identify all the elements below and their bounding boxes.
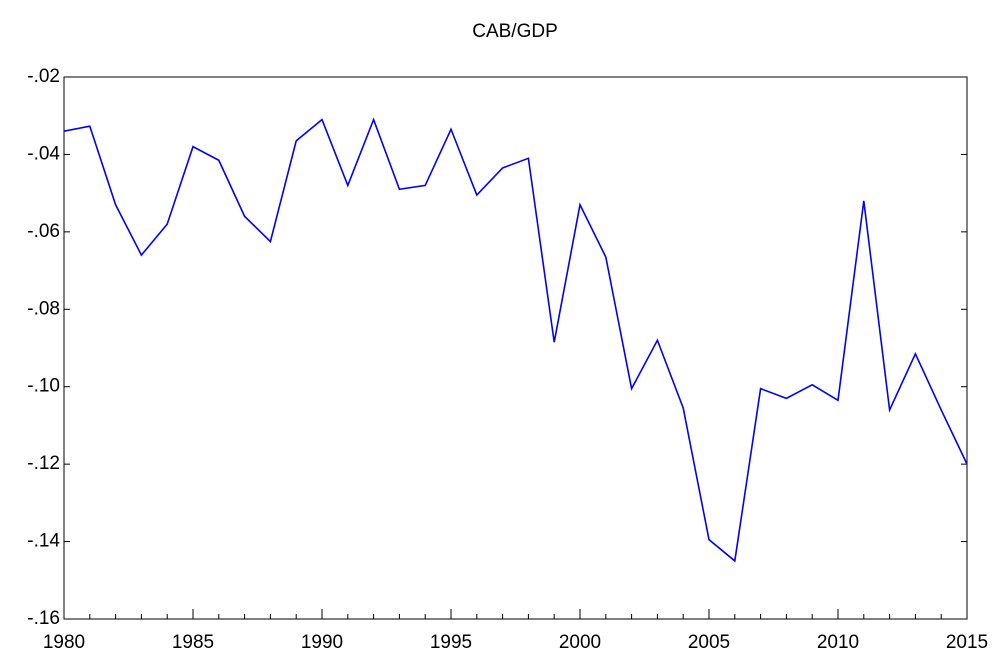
y-tick-label: -.14: [27, 531, 60, 552]
y-tick-label: -.08: [27, 298, 60, 319]
y-tick-label: -.10: [27, 376, 60, 397]
series-line: [63, 117, 968, 563]
x-tick-label: 1995: [430, 632, 472, 653]
y-tick-label: -.16: [27, 608, 60, 629]
y-tick-label: -.06: [27, 221, 60, 242]
x-tick-label: 1985: [172, 632, 214, 653]
x-tick-label: 2015: [946, 632, 988, 653]
x-tick-label: 1990: [301, 632, 343, 653]
y-tick-label: -.12: [27, 453, 60, 474]
y-tick-label: -.04: [27, 143, 60, 164]
x-tick-label: 1980: [43, 632, 85, 653]
x-tick-label: 2005: [688, 632, 730, 653]
y-tick-label: -.02: [27, 66, 60, 87]
chart-title: CAB/GDP: [472, 21, 558, 42]
plot-frame: [63, 76, 968, 620]
x-tick-label: 2000: [559, 632, 601, 653]
x-tick-label: 2010: [817, 632, 859, 653]
